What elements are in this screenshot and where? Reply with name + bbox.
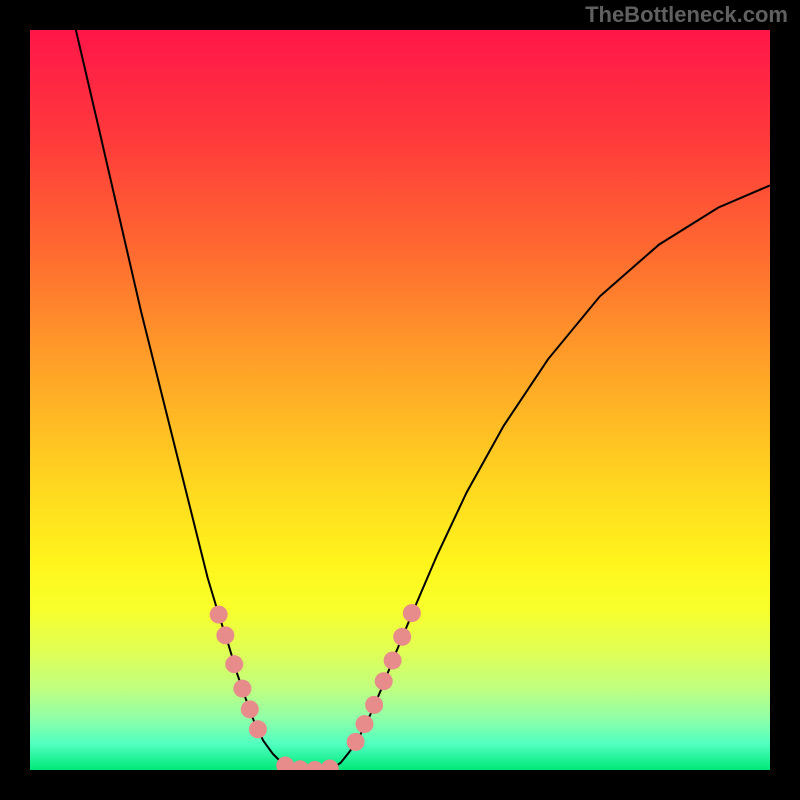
data-marker [375,672,393,690]
data-marker [365,696,383,714]
data-marker [210,606,228,624]
data-marker [225,655,243,673]
data-marker [393,628,411,646]
curve-layer [30,30,770,770]
data-marker [355,715,373,733]
data-marker [233,680,251,698]
markers-group [210,604,421,770]
data-marker [216,626,234,644]
data-marker [347,733,365,751]
watermark-text: TheBottleneck.com [585,2,788,28]
data-marker [384,651,402,669]
plot-area [30,30,770,770]
data-marker [249,720,267,738]
chart-container: TheBottleneck.com [0,0,800,800]
data-marker [321,760,339,770]
data-marker [241,700,259,718]
data-marker [403,604,421,622]
bottleneck-curve [76,30,770,770]
